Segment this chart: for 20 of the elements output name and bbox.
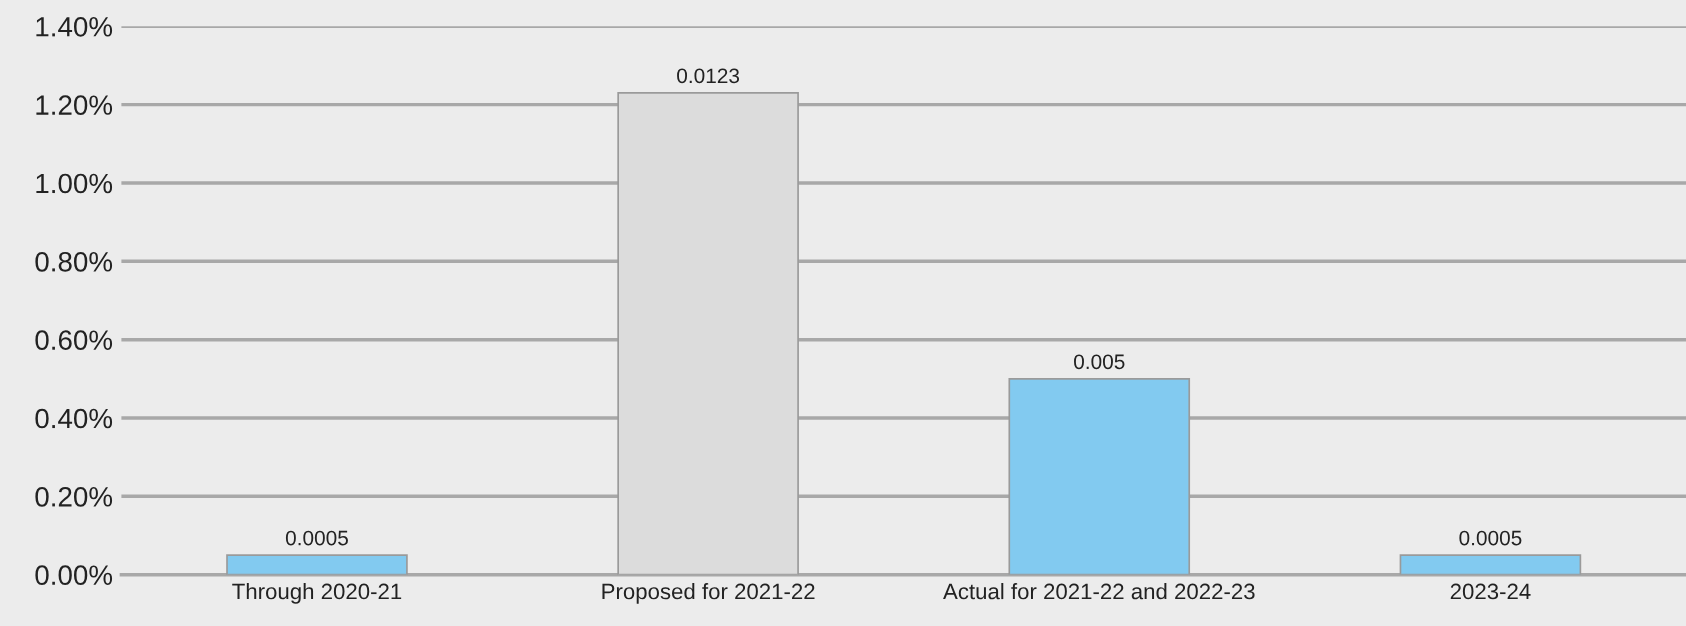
y-tick-label: 0.40% [35, 408, 113, 429]
data-label: 0.005 [1074, 354, 1125, 370]
y-tick-label: 0.20% [35, 487, 113, 507]
y-tick-label: 0.60% [35, 330, 113, 350]
x-tick-label: 2023-24 [1450, 583, 1531, 600]
data-label: 0.0005 [285, 530, 348, 546]
data-label: 0.0005 [1459, 530, 1522, 546]
bar [617, 92, 799, 575]
y-tick-label: 1.20% [36, 95, 113, 115]
bar [1008, 377, 1191, 575]
x-tick-label: Actual for 2021-22 and 2022-23 [943, 583, 1255, 600]
data-label: 0.0123 [677, 68, 740, 84]
y-tick-label: 0.00% [35, 565, 113, 586]
y-tick-label: 1.00% [36, 173, 113, 194]
bar [1399, 554, 1582, 575]
y-tick-label: 1.40% [36, 16, 113, 37]
bar [226, 554, 408, 575]
x-tick-label: Through 2020-21 [232, 583, 402, 604]
x-tick-label: Proposed for 2021-22 [602, 583, 815, 604]
y-tick-label: 0.80% [35, 251, 113, 272]
